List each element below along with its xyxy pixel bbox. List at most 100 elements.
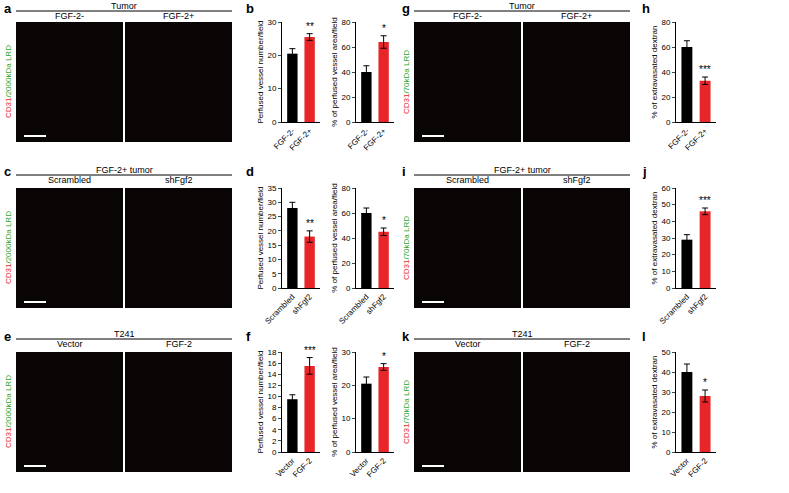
svg-text:FGF-2+: FGF-2+ bbox=[163, 11, 194, 21]
svg-text:Perfused vessel number/field: Perfused vessel number/field bbox=[256, 350, 265, 453]
svg-text:20: 20 bbox=[661, 93, 670, 102]
svg-text:20: 20 bbox=[661, 408, 670, 417]
svg-text:j: j bbox=[642, 164, 647, 179]
svg-text:c: c bbox=[4, 164, 11, 179]
svg-text:Perfused vessel number/field: Perfused vessel number/field bbox=[256, 186, 265, 289]
svg-text:50: 50 bbox=[661, 200, 670, 209]
svg-text:FGF-2-: FGF-2- bbox=[453, 11, 482, 21]
svg-text:40: 40 bbox=[661, 68, 670, 77]
svg-text:FGF-2+: FGF-2+ bbox=[561, 11, 592, 21]
svg-text:40: 40 bbox=[661, 217, 670, 226]
svg-text:shFgf2: shFgf2 bbox=[165, 175, 193, 185]
svg-text:Perfused vessel number/field: Perfused vessel number/field bbox=[256, 20, 265, 123]
svg-text:f: f bbox=[246, 329, 251, 344]
svg-text:CD31/70kDa LRD: CD31/70kDa LRD bbox=[402, 216, 411, 280]
svg-text:FGF-2-: FGF-2- bbox=[346, 126, 371, 151]
svg-text:12: 12 bbox=[267, 381, 276, 390]
svg-text:20: 20 bbox=[267, 51, 276, 60]
svg-text:Scrambled: Scrambled bbox=[263, 292, 296, 325]
svg-text:% of extravasated dextran: % of extravasated dextran bbox=[650, 192, 659, 285]
svg-text:0: 0 bbox=[666, 284, 671, 293]
svg-text:80: 80 bbox=[341, 184, 350, 193]
svg-text:**: ** bbox=[306, 218, 314, 229]
svg-text:g: g bbox=[402, 1, 410, 16]
svg-text:60: 60 bbox=[661, 43, 670, 52]
svg-text:Tumor: Tumor bbox=[111, 1, 137, 11]
svg-text:40: 40 bbox=[341, 68, 350, 77]
svg-text:a: a bbox=[4, 1, 12, 16]
svg-text:Vector: Vector bbox=[57, 339, 83, 349]
svg-text:60: 60 bbox=[341, 43, 350, 52]
svg-text:30: 30 bbox=[661, 234, 670, 243]
svg-text:10: 10 bbox=[267, 84, 276, 93]
svg-text:% of perfused vessel area/fiel: % of perfused vessel area/field bbox=[330, 347, 339, 456]
svg-text:40: 40 bbox=[661, 368, 670, 377]
svg-text:% of perfused vessel area/fiel: % of perfused vessel area/field bbox=[330, 183, 339, 292]
svg-text:80: 80 bbox=[661, 18, 670, 27]
svg-text:16: 16 bbox=[267, 359, 276, 368]
svg-text:10: 10 bbox=[267, 255, 276, 264]
svg-text:T241: T241 bbox=[114, 329, 135, 339]
svg-text:Scrambled: Scrambled bbox=[658, 292, 691, 325]
svg-text:2: 2 bbox=[272, 437, 277, 446]
svg-text:FGF-2-: FGF-2- bbox=[667, 126, 692, 151]
svg-text:10: 10 bbox=[661, 267, 670, 276]
svg-text:20: 20 bbox=[341, 93, 350, 102]
svg-text:0: 0 bbox=[346, 448, 351, 457]
svg-text:shFgf2: shFgf2 bbox=[290, 292, 314, 316]
svg-text:0: 0 bbox=[272, 448, 277, 457]
svg-text:e: e bbox=[4, 329, 11, 344]
svg-text:shFgf2: shFgf2 bbox=[563, 175, 591, 185]
svg-text:30: 30 bbox=[267, 198, 276, 207]
svg-text:6: 6 bbox=[272, 414, 277, 423]
svg-text:25: 25 bbox=[267, 212, 276, 221]
svg-text:d: d bbox=[246, 164, 254, 179]
svg-text:0: 0 bbox=[272, 118, 277, 127]
svg-text:60: 60 bbox=[341, 209, 350, 218]
svg-text:80: 80 bbox=[341, 18, 350, 27]
svg-text:CD31/70kDa LRD: CD31/70kDa LRD bbox=[402, 50, 411, 114]
svg-text:0: 0 bbox=[666, 448, 671, 457]
svg-text:FGF-2+: FGF-2+ bbox=[683, 126, 709, 152]
svg-text:Vector: Vector bbox=[274, 456, 297, 479]
svg-text:FGF-2: FGF-2 bbox=[166, 339, 192, 349]
svg-text:8: 8 bbox=[272, 403, 277, 412]
svg-text:CD31/2000kDa LRD: CD31/2000kDa LRD bbox=[4, 45, 13, 118]
svg-text:15: 15 bbox=[267, 241, 276, 250]
svg-text:T241: T241 bbox=[512, 329, 533, 339]
svg-text:l: l bbox=[642, 329, 646, 344]
svg-text:% of extravasated dextran: % of extravasated dextran bbox=[650, 26, 659, 119]
svg-text:Scrambled: Scrambled bbox=[337, 292, 370, 325]
svg-text:% of perfused vessel area/fiel: % of perfused vessel area/field bbox=[330, 17, 339, 126]
svg-text:i: i bbox=[402, 164, 406, 179]
svg-text:Vector: Vector bbox=[348, 456, 371, 479]
svg-text:18: 18 bbox=[267, 348, 276, 357]
svg-text:FGF-2-: FGF-2- bbox=[55, 11, 84, 21]
svg-text:30: 30 bbox=[341, 348, 350, 357]
svg-text:35: 35 bbox=[267, 184, 276, 193]
svg-text:***: *** bbox=[699, 64, 711, 75]
svg-text:Scrambled: Scrambled bbox=[446, 175, 489, 185]
svg-text:CD31/70kDa LRD: CD31/70kDa LRD bbox=[402, 380, 411, 444]
svg-text:*: * bbox=[382, 351, 386, 362]
svg-text:k: k bbox=[402, 329, 410, 344]
svg-text:FGF-2+: FGF-2+ bbox=[362, 126, 388, 152]
svg-text:CD31/2000kDa LRD: CD31/2000kDa LRD bbox=[4, 375, 13, 448]
svg-text:FGF-2: FGF-2 bbox=[291, 456, 314, 479]
svg-text:Tumor: Tumor bbox=[509, 1, 535, 11]
svg-text:30: 30 bbox=[661, 388, 670, 397]
svg-text:FGF-2: FGF-2 bbox=[687, 456, 710, 479]
svg-text:4: 4 bbox=[272, 426, 277, 435]
svg-text:14: 14 bbox=[267, 370, 276, 379]
svg-text:10: 10 bbox=[661, 428, 670, 437]
svg-text:*: * bbox=[703, 377, 707, 388]
svg-text:**: ** bbox=[306, 21, 314, 32]
svg-text:FGF-2+: FGF-2+ bbox=[288, 126, 314, 152]
svg-text:20: 20 bbox=[341, 381, 350, 390]
svg-text:FGF-2-: FGF-2- bbox=[272, 126, 297, 151]
svg-text:0: 0 bbox=[272, 284, 277, 293]
svg-text:b: b bbox=[246, 1, 254, 16]
svg-text:60: 60 bbox=[661, 184, 670, 193]
svg-text:40: 40 bbox=[341, 234, 350, 243]
svg-text:*: * bbox=[382, 23, 386, 34]
